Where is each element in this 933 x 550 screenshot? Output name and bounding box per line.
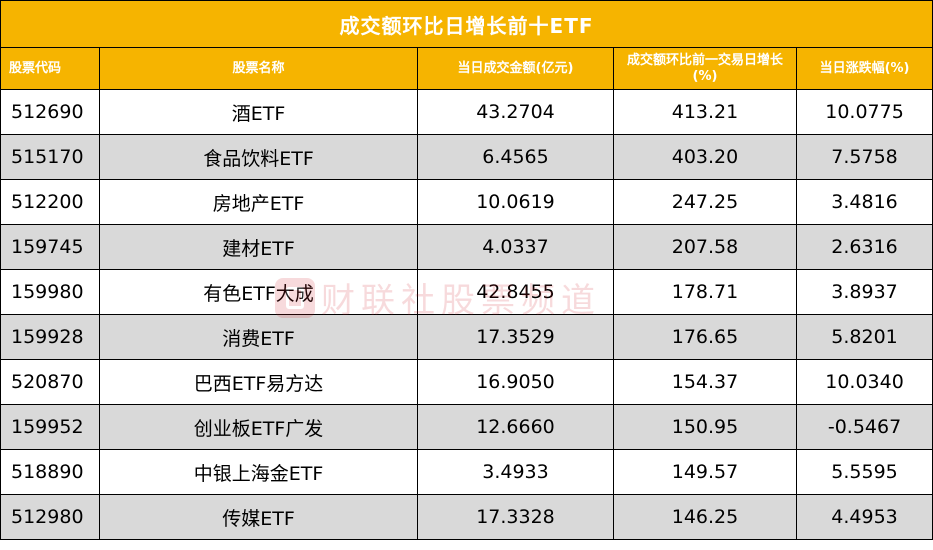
cell-turnover: 3.4933 <box>417 449 614 495</box>
cell-turnover: 17.3328 <box>417 494 614 540</box>
cell-turnover: 43.2704 <box>417 89 614 135</box>
cell-change: 4.4953 <box>795 494 933 540</box>
header-code: 股票代码 <box>0 47 100 90</box>
cell-growth: 207.58 <box>613 224 797 270</box>
table-row: 159952 创业板ETF广发 12.6660 150.95 -0.5467 <box>0 404 933 450</box>
cell-code: 515170 <box>0 134 100 180</box>
cell-growth: 413.21 <box>613 89 797 135</box>
cell-change: 2.6316 <box>795 224 933 270</box>
cell-growth: 176.65 <box>613 314 797 360</box>
cell-change: 3.8937 <box>795 269 933 315</box>
table-row: 512690 酒ETF 43.2704 413.21 10.0775 <box>0 89 933 135</box>
cell-turnover: 12.6660 <box>417 404 614 450</box>
cell-code: 159745 <box>0 224 100 270</box>
table-row: 159980 有色ETF大成 42.8455 178.71 3.8937 <box>0 269 933 315</box>
cell-change: 3.4816 <box>795 179 933 225</box>
cell-name: 房地产ETF <box>99 179 418 225</box>
cell-growth: 146.25 <box>613 494 797 540</box>
cell-turnover: 16.9050 <box>417 359 614 405</box>
cell-name: 传媒ETF <box>99 494 418 540</box>
cell-name: 酒ETF <box>99 89 418 135</box>
cell-growth: 178.71 <box>613 269 797 315</box>
table-row: 512200 房地产ETF 10.0619 247.25 3.4816 <box>0 179 933 225</box>
header-change: 当日涨跌幅(%) <box>795 47 933 90</box>
cell-code: 518890 <box>0 449 100 495</box>
table-row: 159928 消费ETF 17.3529 176.65 5.8201 <box>0 314 933 360</box>
cell-change: -0.5467 <box>795 404 933 450</box>
cell-growth: 149.57 <box>613 449 797 495</box>
cell-code: 159952 <box>0 404 100 450</box>
cell-turnover: 17.3529 <box>417 314 614 360</box>
cell-growth: 150.95 <box>613 404 797 450</box>
cell-turnover: 42.8455 <box>417 269 614 315</box>
cell-change: 5.8201 <box>795 314 933 360</box>
cell-name: 消费ETF <box>99 314 418 360</box>
cell-turnover: 10.0619 <box>417 179 614 225</box>
cell-change: 7.5758 <box>795 134 933 180</box>
table-row: 520870 巴西ETF易方达 16.9050 154.37 10.0340 <box>0 359 933 405</box>
cell-change: 10.0340 <box>795 359 933 405</box>
header-turnover: 当日成交金额(亿元) <box>417 47 614 90</box>
cell-code: 512980 <box>0 494 100 540</box>
cell-code: 512200 <box>0 179 100 225</box>
cell-name: 中银上海金ETF <box>99 449 418 495</box>
header-growth: 成交额环比前一交易日增长(%) <box>613 47 797 90</box>
cell-growth: 247.25 <box>613 179 797 225</box>
cell-code: 512690 <box>0 89 100 135</box>
cell-name: 食品饮料ETF <box>99 134 418 180</box>
header-name: 股票名称 <box>99 47 418 90</box>
cell-code: 159980 <box>0 269 100 315</box>
cell-name: 创业板ETF广发 <box>99 404 418 450</box>
cell-name: 建材ETF <box>99 224 418 270</box>
cell-change: 10.0775 <box>795 89 933 135</box>
cell-name: 巴西ETF易方达 <box>99 359 418 405</box>
table-row: 159745 建材ETF 4.0337 207.58 2.6316 <box>0 224 933 270</box>
table-row: 515170 食品饮料ETF 6.4565 403.20 7.5758 <box>0 134 933 180</box>
cell-turnover: 6.4565 <box>417 134 614 180</box>
cell-growth: 154.37 <box>613 359 797 405</box>
table-row: 512980 传媒ETF 17.3328 146.25 4.4953 <box>0 494 933 540</box>
cell-growth: 403.20 <box>613 134 797 180</box>
table-title: 成交额环比日增长前十ETF <box>0 0 933 48</box>
cell-turnover: 4.0337 <box>417 224 614 270</box>
cell-name: 有色ETF大成 <box>99 269 418 315</box>
table-row: 518890 中银上海金ETF 3.4933 149.57 5.5595 <box>0 449 933 495</box>
cell-code: 520870 <box>0 359 100 405</box>
cell-change: 5.5595 <box>795 449 933 495</box>
cell-code: 159928 <box>0 314 100 360</box>
